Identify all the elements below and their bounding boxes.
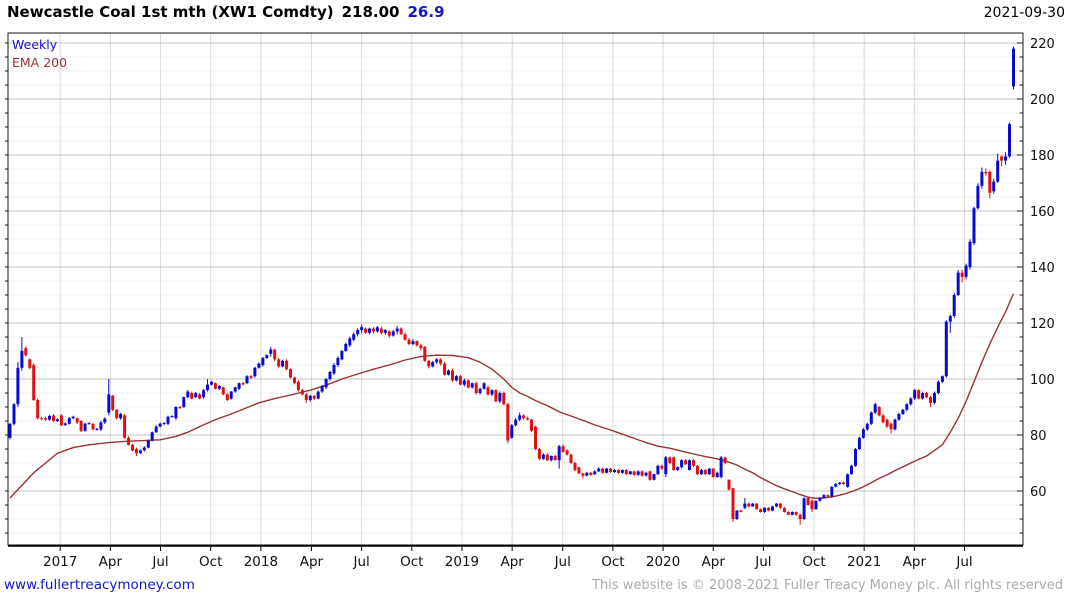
website-link[interactable]: www.fullertreacymoney.com [4,577,195,593]
y-axis-label: 80 [1030,429,1047,444]
x-axis-label: Apr [500,554,524,570]
y-axis-label: 140 [1030,261,1055,276]
x-axis-label: Jul [754,554,771,570]
x-axis-label: 2017 [43,554,77,570]
x-axis-label: Jul [352,554,369,570]
y-axis-label: 100 [1030,373,1055,388]
legend-ema-200: EMA 200 [12,55,68,70]
x-axis-label: Apr [99,554,123,570]
x-axis-label: Jul [955,554,972,570]
legend-weekly: Weekly [12,37,58,52]
y-axis-label: 60 [1030,485,1047,500]
x-axis-label: 2019 [445,554,479,570]
x-axis-label: Oct [601,554,624,570]
x-axis-label: Oct [400,554,423,570]
x-axis-label: 2021 [847,554,881,570]
x-axis-label: 2020 [646,554,680,570]
y-axis-label: 160 [1030,205,1055,220]
x-axis-label: Jul [151,554,168,570]
x-axis-label: Apr [300,554,324,570]
x-axis-label: Apr [903,554,927,570]
x-axis-label: 2018 [244,554,278,570]
y-axis-label: 220 [1030,37,1055,52]
chart-legend: Weekly EMA 200 [12,36,67,72]
footer: www.fullertreacymoney.com This website i… [4,577,1063,593]
y-axis-label: 180 [1030,149,1055,164]
x-axis-label: Oct [199,554,222,570]
x-axis-label: Oct [802,554,825,570]
y-axis-label: 200 [1030,93,1055,108]
y-axis-label: 120 [1030,317,1055,332]
x-axis-label: Jul [554,554,571,570]
copyright-text: This website is © 2008-2021 Fuller Treac… [592,578,1063,593]
last-price: 218.00 [341,3,400,21]
chart-date: 2021-09-30 [983,5,1065,21]
price-change: 26.9 [407,3,445,21]
chart-title: Newcastle Coal 1st mth (XW1 Comdty) [7,3,334,21]
title-bar: Newcastle Coal 1st mth (XW1 Comdty) 218.… [7,3,1065,21]
x-axis-label: Apr [702,554,726,570]
